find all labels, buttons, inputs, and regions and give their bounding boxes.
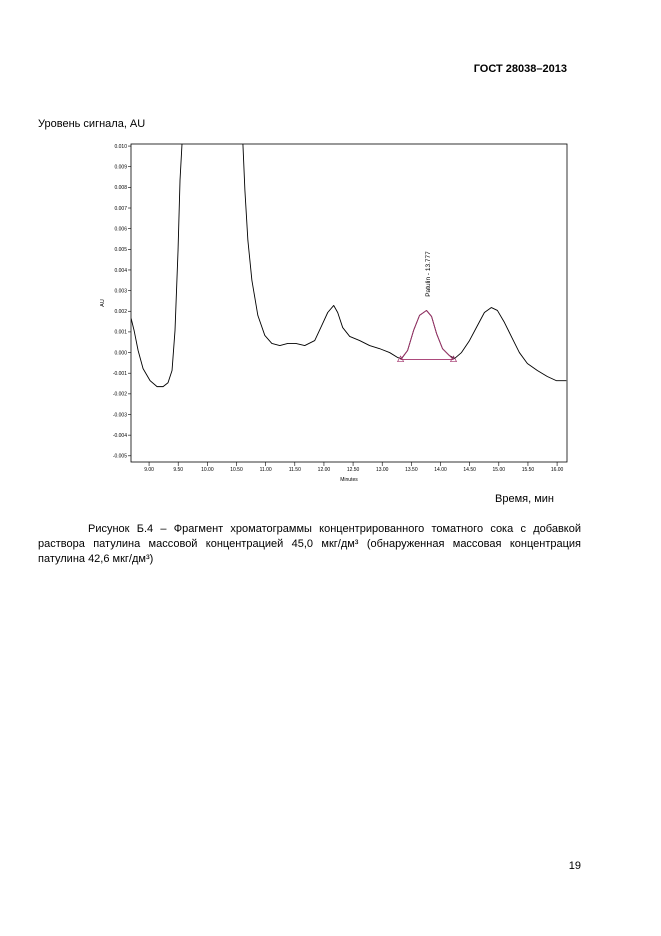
x-tick-label: 14.00 xyxy=(434,467,447,473)
header: ГОСТ 28038–2013 xyxy=(473,63,567,75)
y-tick-label: 0.000 xyxy=(114,350,127,356)
x-tick-label: 13.50 xyxy=(405,467,418,473)
x-tick-label: 9.50 xyxy=(173,467,183,473)
x-tick-label: 13.00 xyxy=(376,467,389,473)
baseline-marker xyxy=(396,355,405,362)
y-tick-label: 0.010 xyxy=(114,144,127,150)
y-tick-label: 0.006 xyxy=(114,226,127,232)
baseline-marker xyxy=(449,355,458,362)
y-tick-label: -0.002 xyxy=(113,392,127,398)
peak-fit-line xyxy=(400,309,454,360)
x-tick-label: 11.50 xyxy=(289,467,301,473)
y-tick-label: -0.004 xyxy=(113,433,127,439)
x-tick-label: 15.00 xyxy=(493,467,506,473)
chromatogram-line xyxy=(131,144,567,388)
x-tick-label: 15.50 xyxy=(522,467,535,473)
page-number: 19 xyxy=(568,860,581,872)
y-tick-label: 0.009 xyxy=(114,165,127,171)
chart: AU Minutes 0.010 0.009 0.008 0.007 0.006 0.00… xyxy=(100,143,568,483)
y-tick-label: -0.005 xyxy=(113,454,127,460)
y-tick-label: -0.003 xyxy=(113,412,127,418)
x-tick-label: 16.00 xyxy=(551,467,564,473)
peak-annotation: Patulin - 13.777 xyxy=(425,251,432,297)
x-tick-label: 12.00 xyxy=(318,467,331,473)
x-tick-label: 14.50 xyxy=(463,467,476,473)
x-tick-label: 10.00 xyxy=(201,467,214,473)
y-tick-label: 0.004 xyxy=(114,268,127,274)
y-tick-label: 0.005 xyxy=(114,247,127,253)
y-tick-label: 0.007 xyxy=(114,206,127,212)
y-caption: Уровень сигнала, AU xyxy=(38,118,146,130)
x-tick-label: 10.50 xyxy=(230,467,243,473)
plot-area xyxy=(131,144,567,388)
figure-caption: Рисунок Б.4 – Фрагмент хроматограммы кон… xyxy=(38,523,581,565)
y-tick-label: 0.008 xyxy=(114,185,127,191)
x-axis-label: Minutes xyxy=(340,477,358,483)
y-tick-label: 0.001 xyxy=(114,330,127,336)
y-tick-label: -0.001 xyxy=(113,371,127,377)
y-tick-label: 0.003 xyxy=(114,288,127,294)
x-tick-label: 11.00 xyxy=(260,467,272,473)
y-axis-label: AU xyxy=(100,299,106,307)
x-tick-label: 9.00 xyxy=(144,467,154,473)
plot-frame xyxy=(130,143,568,463)
y-tick-label: 0.002 xyxy=(114,309,127,315)
x-tick-label: 12.50 xyxy=(347,467,360,473)
x-caption: Время, мин xyxy=(495,493,554,505)
